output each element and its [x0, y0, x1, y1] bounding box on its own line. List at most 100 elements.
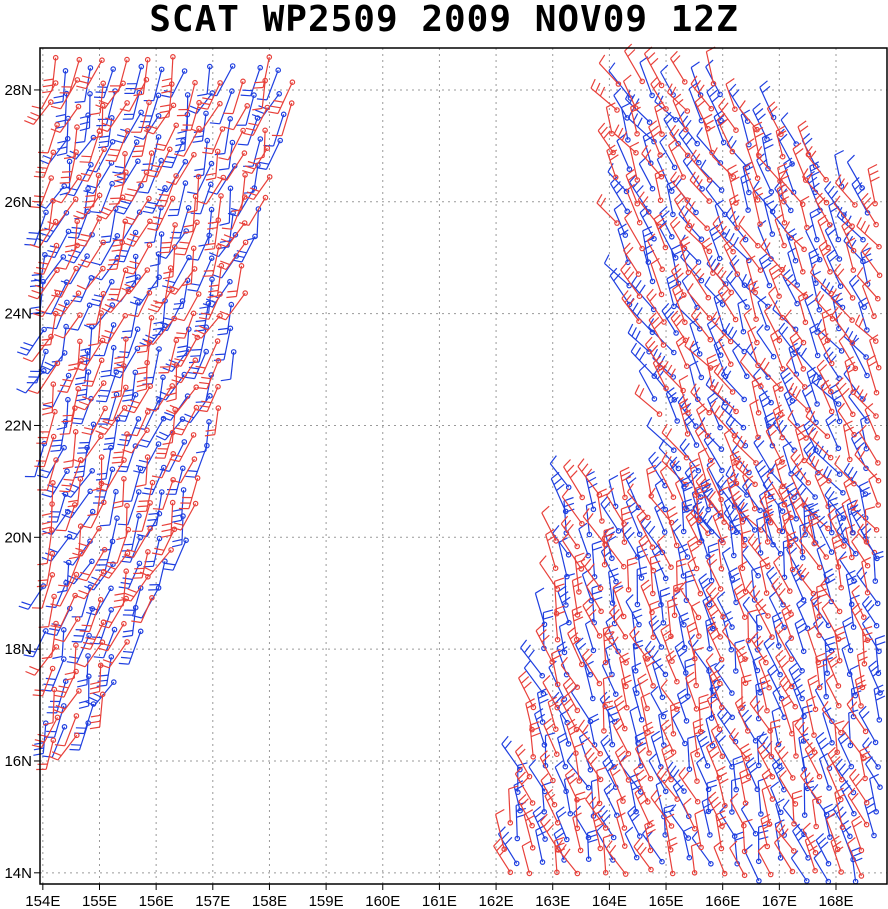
- barb-feather: [631, 106, 641, 113]
- barb-feather: [202, 275, 213, 277]
- barb-feather: [207, 190, 218, 195]
- barb-shaft: [61, 176, 80, 204]
- barb-feather: [598, 54, 606, 64]
- barb-feather: [719, 804, 727, 813]
- barb-shaft: [787, 252, 798, 286]
- barb-feather: [162, 367, 173, 373]
- wind-barb: [99, 550, 131, 579]
- barb-feather: [674, 192, 683, 201]
- barb-feather: [52, 655, 63, 660]
- barb-feather: [739, 353, 747, 363]
- barb-station-circle: [812, 163, 819, 170]
- barb-feather: [660, 592, 671, 598]
- barb-shaft: [860, 200, 877, 225]
- barb-feather: [119, 108, 130, 112]
- barb-station-circle: [778, 131, 784, 138]
- barb-feather: [201, 400, 212, 404]
- barb-feather: [685, 663, 696, 669]
- barb-station-circle: [779, 434, 786, 441]
- barb-feather: [627, 805, 636, 814]
- barb-shaft: [152, 538, 161, 567]
- barb-shaft: [103, 324, 115, 356]
- wind-barb: [116, 502, 130, 541]
- barb-feather: [202, 151, 213, 155]
- barb-shaft: [809, 272, 832, 295]
- wind-barb: [590, 78, 620, 113]
- wind-barb: [697, 447, 711, 489]
- barb-feather: [862, 737, 870, 746]
- wind-barb: [81, 405, 108, 436]
- barb-station-circle: [842, 537, 848, 544]
- barb-feather: [41, 365, 52, 371]
- wind-barb: [722, 610, 735, 653]
- barb-feather: [57, 140, 68, 144]
- barb-station-circle: [110, 561, 116, 568]
- barb-station-circle: [540, 690, 547, 697]
- barb-shaft: [107, 315, 126, 344]
- wind-barb: [72, 433, 104, 464]
- wind-barb: [784, 636, 805, 674]
- barb-feather: [627, 174, 637, 181]
- barb-shaft: [156, 149, 171, 178]
- barb-feather: [687, 634, 696, 643]
- barb-feather: [806, 299, 816, 307]
- barb-feather: [122, 221, 133, 226]
- barb-station-circle: [754, 197, 761, 203]
- barb-feather: [663, 111, 672, 120]
- wind-barb: [694, 423, 714, 464]
- barb-feather: [63, 561, 74, 566]
- wind-barb: [684, 336, 714, 371]
- barb-shaft: [780, 119, 797, 145]
- barb-feather: [665, 456, 672, 466]
- barb-shaft: [205, 177, 224, 205]
- barb-shaft: [653, 572, 662, 605]
- barb-station-circle: [863, 354, 869, 360]
- barb-station-circle: [805, 151, 812, 158]
- barb-shaft: [70, 490, 91, 519]
- barb-shaft: [706, 464, 722, 493]
- barb-station-circle: [185, 205, 192, 211]
- wind-barb: [76, 546, 108, 582]
- barb-station-circle: [704, 225, 710, 232]
- barb-shaft: [227, 130, 244, 161]
- barb-feather: [41, 689, 52, 692]
- barb-station-circle: [614, 220, 620, 226]
- wind-barb: [123, 218, 153, 247]
- wind-barb: [845, 237, 857, 273]
- barb-feather: [127, 433, 138, 437]
- barb-feather: [767, 422, 777, 429]
- barb-station-circle: [707, 365, 714, 371]
- wind-barb: [80, 619, 107, 650]
- wind-barb: [739, 234, 764, 274]
- barb-feather: [861, 595, 870, 605]
- barb-feather: [664, 804, 674, 809]
- barb-shaft: [41, 574, 53, 609]
- barb-feather: [523, 659, 532, 669]
- barb-feather: [723, 238, 732, 247]
- wind-barb: [710, 311, 734, 345]
- barb-feather: [154, 547, 165, 551]
- barb-station-circle: [777, 809, 784, 816]
- barb-feather: [268, 111, 279, 115]
- barb-shaft: [753, 188, 774, 212]
- wind-barb: [613, 87, 631, 121]
- barb-feather: [242, 89, 253, 92]
- barb-feather: [664, 809, 675, 814]
- barb-shaft: [692, 506, 703, 541]
- barb-station-circle: [143, 76, 150, 83]
- barb-feather: [650, 730, 661, 738]
- barb-feather: [95, 104, 106, 110]
- barb-shaft: [770, 787, 782, 813]
- barb-station-circle: [752, 737, 759, 744]
- wind-barb: [714, 729, 735, 770]
- barb-feather: [501, 831, 510, 840]
- wind-barb: [797, 120, 812, 158]
- barb-feather: [673, 268, 682, 276]
- barb-feather: [107, 154, 118, 157]
- barb-shaft: [272, 114, 285, 147]
- barb-shaft: [787, 418, 807, 439]
- barb-station-circle: [803, 878, 810, 884]
- barb-shaft: [180, 458, 195, 484]
- wind-barb: [795, 423, 808, 464]
- barb-feather: [661, 451, 668, 462]
